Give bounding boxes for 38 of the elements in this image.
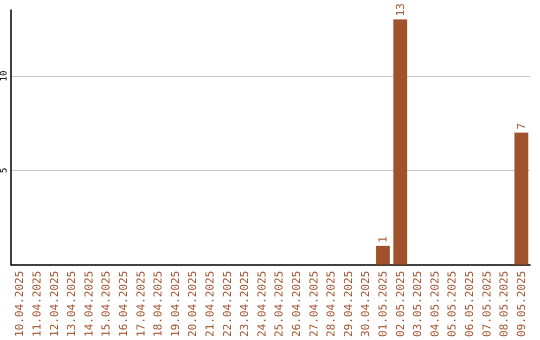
- x-tick-label: 24.04.2025: [255, 270, 268, 338]
- x-tick-label: 22.04.2025: [220, 270, 234, 338]
- x-tick-label: 18.04.2025: [152, 270, 165, 338]
- y-tick-label: 10: [0, 70, 10, 82]
- x-tick-label: 11.04.2025: [30, 270, 44, 338]
- x-tick-label: 29.04.2025: [342, 270, 355, 338]
- x-tick-label: 23.04.2025: [238, 270, 252, 338]
- data-label: 7: [514, 123, 528, 130]
- x-tick-label: 20.04.2025: [186, 270, 200, 338]
- x-tick-label: 04.05.2025: [428, 270, 442, 338]
- x-tick-label: 07.05.2025: [480, 270, 494, 338]
- x-tick-label: 25.04.2025: [272, 270, 286, 338]
- x-tick-label: 19.04.2025: [168, 270, 182, 338]
- x-tick-label: 06.05.2025: [462, 270, 476, 338]
- x-tick-label: 17.04.2025: [134, 270, 148, 338]
- x-tick-label: 03.05.2025: [411, 270, 424, 338]
- x-tick-label: 26.04.2025: [290, 270, 303, 338]
- x-tick-label: 16.04.2025: [116, 270, 130, 338]
- bar: [376, 246, 390, 265]
- x-tick-label: 30.04.2025: [359, 270, 372, 338]
- data-label: 1: [376, 236, 390, 243]
- y-tick-label: 5: [0, 168, 10, 174]
- x-tick-label: 08.05.2025: [498, 270, 511, 338]
- x-tick-label: 28.04.2025: [324, 270, 338, 338]
- x-tick-label: 02.05.2025: [394, 270, 407, 338]
- x-tick-label: 15.04.2025: [100, 270, 113, 338]
- x-tick-label: 27.04.2025: [307, 270, 320, 338]
- data-label: 13: [394, 3, 407, 16]
- x-tick-label: 12.04.2025: [48, 270, 61, 338]
- x-tick-label: 05.05.2025: [446, 270, 459, 338]
- x-tick-label: 09.05.2025: [514, 270, 528, 338]
- x-tick-label: 21.04.2025: [203, 270, 216, 338]
- x-tick-label: 14.04.2025: [82, 270, 96, 338]
- x-tick-label: 01.05.2025: [376, 270, 390, 338]
- bar: [393, 19, 408, 265]
- x-tick-label: 10.04.2025: [13, 270, 26, 338]
- x-tick-label: 13.04.2025: [65, 270, 78, 338]
- bar: [514, 132, 528, 265]
